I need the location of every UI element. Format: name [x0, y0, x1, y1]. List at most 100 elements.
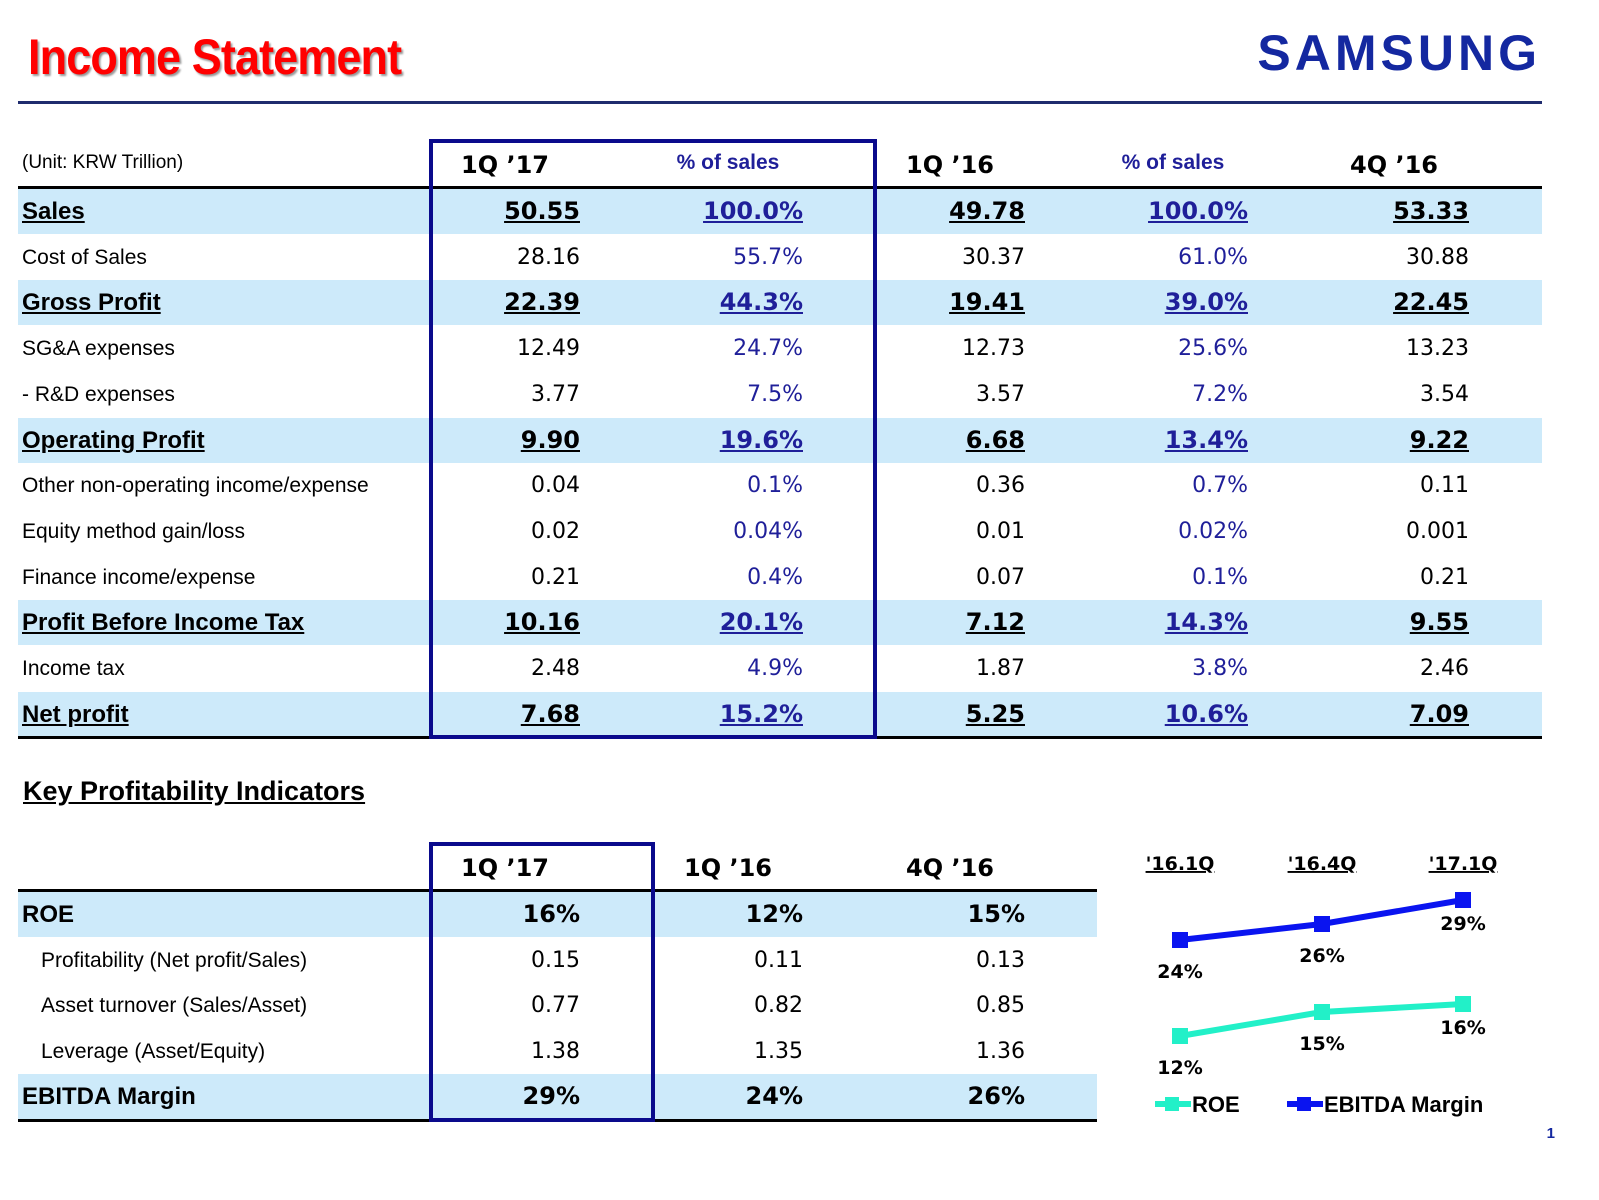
row-label: Leverage (Asset/Equity): [41, 1039, 266, 1063]
cell-value: 9.90: [520, 425, 580, 454]
highlight-box-1q17: [429, 139, 877, 740]
cell-value: 10.16: [504, 608, 580, 637]
cell-value: 22.39: [504, 288, 580, 317]
data-label: 24%: [1157, 961, 1202, 983]
cell-value: 0.21: [1420, 564, 1469, 590]
cell-value: 19.6%: [719, 425, 803, 454]
row-label: Cost of Sales: [22, 245, 147, 269]
data-point: [1314, 916, 1330, 932]
cell-value: 39.0%: [1164, 288, 1248, 317]
column-header: 1Q ’16: [684, 854, 772, 882]
column-header: 1Q ’17: [461, 854, 549, 882]
cell-value: 0.82: [754, 993, 803, 1019]
cell-value: 22.45: [1393, 288, 1469, 317]
table-row: SG&A expenses 12.49 24.7% 12.73 25.6% 13.23: [18, 326, 1542, 371]
table-row: Profit Before Income Tax 10.16 20.1% 7.12 14…: [18, 600, 1542, 646]
row-label: SG&A expenses: [22, 337, 175, 361]
table-row: Leverage (Asset/Equity) 1.38 1.35 1.36: [18, 1029, 1097, 1074]
data-point: [1172, 932, 1188, 948]
cell-value: 15%: [967, 900, 1025, 928]
data-label: 15%: [1299, 1033, 1344, 1055]
column-header: 1Q ’17: [461, 151, 549, 179]
cell-value: 2.48: [531, 656, 580, 681]
cell-value: 0.21: [531, 564, 580, 590]
cell-value: 1.38: [531, 1038, 580, 1064]
x-tick-label: '17.1Q: [1429, 853, 1498, 875]
table-row: Sales 50.55 100.0% 49.78 100.0% 53.33: [18, 189, 1542, 234]
cell-value: 3.54: [1420, 381, 1469, 407]
cell-value: 7.68: [520, 699, 580, 728]
table-row: Cost of Sales 28.16 55.7% 30.37 61.0% 30.88: [18, 235, 1542, 280]
data-label: 29%: [1440, 913, 1485, 935]
legend-label: ROE: [1192, 1092, 1240, 1117]
data-label: 26%: [1299, 945, 1344, 967]
table-row: Gross Profit 22.39 44.3% 19.41 39.0% 22.45: [18, 280, 1542, 326]
legend-marker: [1165, 1097, 1179, 1111]
cell-value: 1.87: [976, 656, 1025, 681]
highlight-box-1q17: [429, 842, 655, 1122]
column-header: % of sales: [1121, 151, 1225, 174]
row-label: Gross Profit: [22, 289, 161, 317]
cell-value: 0.001: [1406, 518, 1469, 544]
page-number: 1: [1546, 1125, 1555, 1142]
table-row: Other non-operating income/expense 0.04 0.…: [18, 463, 1542, 508]
row-label: Income tax: [22, 657, 125, 680]
row-label: Asset turnover (Sales/Asset): [41, 994, 308, 1018]
table-row: ROE 16% 12% 15%: [18, 892, 1097, 937]
header-rule: [18, 186, 1542, 189]
column-header: 4Q ’16: [906, 854, 994, 882]
row-label: Profit Before Income Tax: [22, 609, 305, 637]
table-row: Profitability (Net profit/Sales) 0.15 0.11…: [18, 938, 1097, 983]
cell-value: 0.85: [976, 993, 1025, 1019]
cell-value: 0.02: [531, 518, 580, 544]
cell-value: 100.0%: [703, 197, 803, 225]
cell-value: 26%: [967, 1082, 1025, 1111]
title-divider: [18, 101, 1542, 104]
column-header: 4Q ’16: [1350, 151, 1438, 179]
header-rule: [18, 889, 1097, 892]
row-label: Net profit: [22, 700, 129, 728]
cell-value: 7.2%: [1192, 381, 1248, 407]
cell-value: 0.77: [531, 993, 580, 1019]
cell-value: 6.68: [965, 425, 1025, 454]
cell-value: 12.49: [517, 336, 580, 362]
data-point: [1314, 1004, 1330, 1020]
cell-value: 19.41: [949, 288, 1025, 317]
table-row: Finance income/expense 0.21 0.4% 0.07 0.1% 0.…: [18, 555, 1542, 600]
cell-value: 9.55: [1409, 608, 1469, 637]
x-tick-label: '16.1Q: [1146, 853, 1215, 875]
cell-value: 30.88: [1406, 244, 1469, 270]
cell-value: 30.37: [962, 244, 1025, 270]
table-row: Asset turnover (Sales/Asset) 0.77 0.82 0.85: [18, 983, 1097, 1028]
cell-value: 3.77: [531, 381, 580, 407]
row-label: ROE: [22, 901, 75, 928]
cell-value: 0.11: [1420, 473, 1469, 499]
cell-value: 0.07: [976, 564, 1025, 590]
cell-value: 0.1%: [1192, 564, 1248, 590]
cell-value: 49.78: [949, 197, 1025, 225]
legend-marker: [1297, 1097, 1311, 1111]
cell-value: 0.01: [976, 518, 1025, 544]
cell-value: 10.6%: [1164, 699, 1248, 728]
cell-value: 1.35: [754, 1038, 803, 1064]
cell-value: 0.11: [754, 947, 803, 973]
row-label: Finance income/expense: [22, 565, 256, 589]
cell-value: 24%: [745, 1082, 803, 1111]
row-label: - R&D expenses: [22, 382, 175, 406]
cell-value: 0.15: [531, 947, 580, 973]
cell-value: 24.7%: [733, 336, 803, 362]
cell-value: 53.33: [1393, 197, 1469, 225]
cell-value: 15.2%: [719, 699, 803, 728]
cell-value: 50.55: [504, 197, 580, 225]
cell-value: 28.16: [517, 244, 580, 270]
data-point: [1455, 996, 1471, 1012]
row-label: Profitability (Net profit/Sales): [41, 948, 308, 972]
samsung-logo: SAMSUNG: [1257, 25, 1541, 81]
cell-value: 2.46: [1420, 656, 1469, 681]
table-row: Operating Profit 9.90 19.6% 6.68 13.4% 9.22: [18, 417, 1542, 463]
cell-value: 0.04: [531, 473, 580, 499]
cell-value: 7.5%: [747, 381, 803, 407]
row-label: Other non-operating income/expense: [22, 474, 369, 498]
cell-value: 0.02%: [1178, 518, 1248, 544]
